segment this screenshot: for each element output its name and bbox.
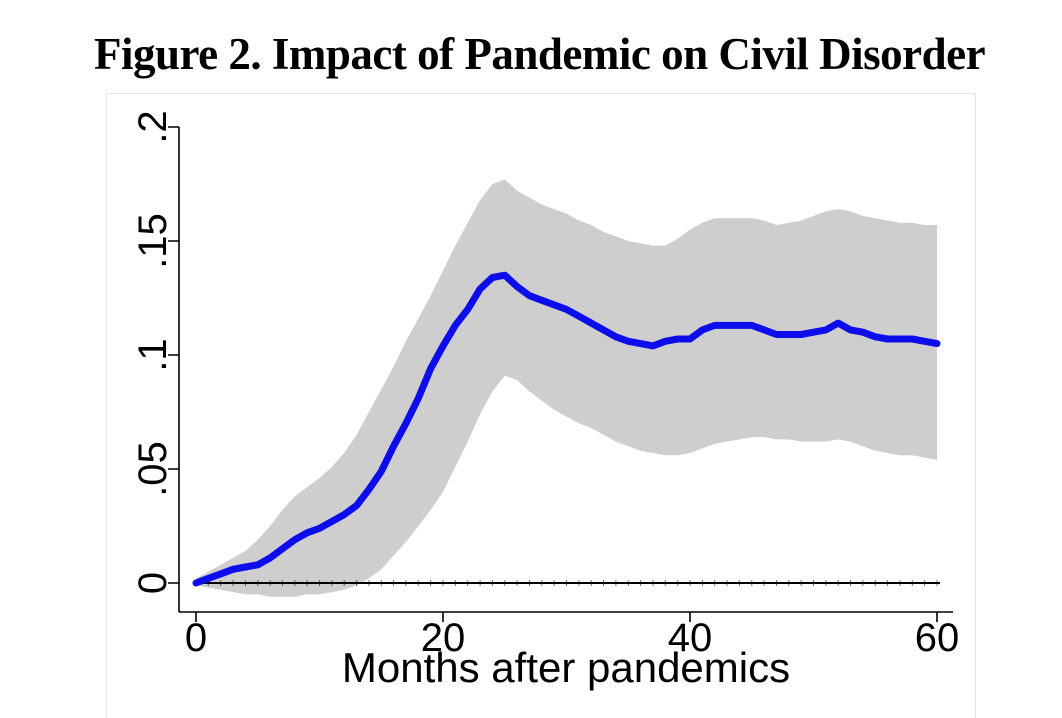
y-tick-label: 0 [131,571,175,595]
x-tick-label: 40 [667,616,713,660]
y-axis-tickmarks [168,126,179,584]
figure-title: Figure 2. Impact of Pandemic on Civil Di… [94,29,986,79]
response-line [192,271,941,587]
y-tick-label: .05 [131,441,175,497]
y-tick-label: .2 [131,110,175,144]
x-axis-tickmarks [195,612,938,622]
x-tick-label: 20 [420,616,466,660]
x-tick-label: 60 [914,616,960,660]
x-tick-label: 0 [184,616,208,660]
y-tick-label: .1 [131,338,175,372]
y-tick-label: .15 [131,213,175,269]
x-axis-title: Months after pandemics [341,644,791,691]
confidence-band [196,179,937,597]
